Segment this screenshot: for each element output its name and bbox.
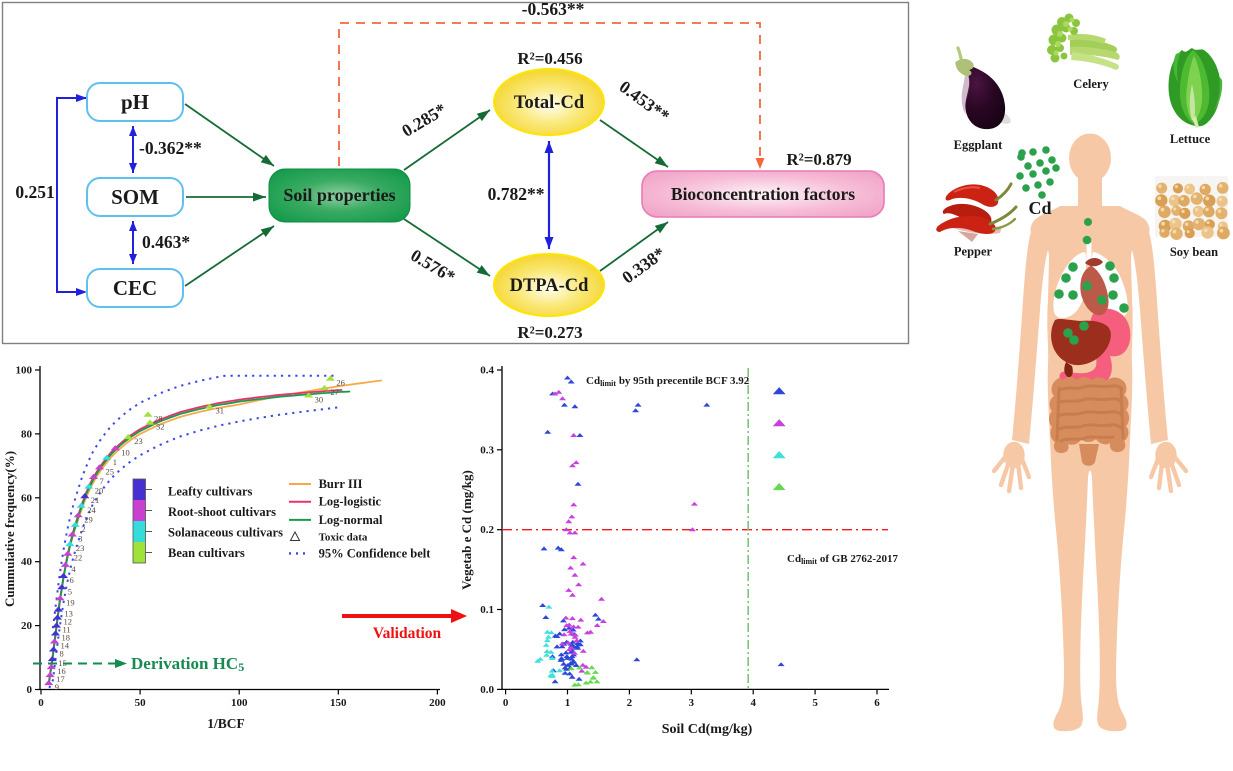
svg-text:DTPA-Cd: DTPA-Cd [510, 276, 590, 296]
svg-text:Lettuce: Lettuce [1170, 132, 1211, 146]
svg-text:200: 200 [429, 697, 446, 709]
svg-text:Log-normal: Log-normal [319, 513, 383, 527]
svg-text:CEC: CEC [113, 276, 157, 300]
svg-text:0: 0 [38, 697, 44, 709]
svg-text:Solanaceous cultivars: Solanaceous cultivars [168, 526, 283, 540]
svg-text:1: 1 [565, 697, 571, 709]
svg-text:23: 23 [134, 436, 143, 446]
svg-text:Log-logistic: Log-logistic [319, 495, 382, 509]
svg-text:0.3: 0.3 [480, 444, 494, 456]
svg-text:0.1: 0.1 [480, 604, 494, 616]
svg-text:0.251: 0.251 [15, 182, 54, 202]
svg-text:21: 21 [91, 495, 100, 505]
svg-text:Leafty cultivars: Leafty cultivars [168, 485, 252, 499]
svg-text:0.4: 0.4 [480, 365, 494, 377]
svg-text:9: 9 [55, 682, 59, 692]
svg-text:95% Confidence belt: 95% Confidence belt [319, 546, 432, 560]
svg-text:0.0: 0.0 [480, 684, 494, 696]
svg-text:20: 20 [95, 486, 104, 496]
svg-text:100: 100 [231, 697, 248, 709]
svg-text:28: 28 [154, 414, 163, 424]
svg-text:Cdlimit of GB 2762-2017: Cdlimit of GB 2762-2017 [787, 553, 899, 566]
svg-text:15: 15 [58, 658, 67, 668]
svg-text:SOM: SOM [111, 185, 159, 209]
svg-text:Soy bean: Soy bean [1170, 245, 1218, 259]
svg-text:1/BCF: 1/BCF [207, 716, 245, 731]
svg-text:32: 32 [156, 422, 165, 432]
svg-text:2: 2 [627, 697, 633, 709]
svg-text:18: 18 [62, 633, 71, 643]
svg-text:R²=0.879: R²=0.879 [786, 150, 851, 169]
svg-text:23: 23 [76, 543, 85, 553]
svg-text:-0.362**: -0.362** [139, 138, 202, 158]
svg-text:27: 27 [330, 387, 339, 397]
svg-text:40: 40 [21, 556, 33, 568]
svg-text:11: 11 [63, 625, 71, 635]
svg-text:Toxic data: Toxic data [319, 532, 368, 544]
svg-text:3: 3 [689, 697, 695, 709]
svg-text:150: 150 [330, 697, 347, 709]
svg-text:Cd: Cd [1028, 198, 1051, 218]
svg-text:12: 12 [64, 617, 73, 627]
svg-text:-0.563**: -0.563** [522, 0, 585, 19]
svg-text:4: 4 [71, 564, 76, 574]
svg-text:3: 3 [78, 534, 82, 544]
svg-text:4: 4 [750, 697, 756, 709]
svg-text:100: 100 [16, 365, 33, 377]
svg-text:Cummuiative frequency(%): Cummuiative frequency(%) [2, 451, 17, 607]
svg-text:Cdlimit by 95th precentile BCF: Cdlimit by 95th precentile BCF 3.92 [586, 375, 750, 388]
svg-text:pH: pH [121, 90, 149, 114]
svg-text:5: 5 [68, 586, 72, 596]
svg-text:Eggplant: Eggplant [954, 138, 1003, 152]
svg-text:0: 0 [503, 697, 509, 709]
svg-text:60: 60 [21, 492, 33, 504]
svg-text:0: 0 [27, 684, 33, 696]
svg-text:50: 50 [135, 697, 147, 709]
svg-text:29: 29 [84, 514, 93, 524]
svg-text:Bean cultivars: Bean cultivars [168, 546, 245, 560]
svg-text:Pepper: Pepper [954, 245, 993, 259]
svg-text:6: 6 [70, 575, 74, 585]
svg-text:19: 19 [66, 597, 75, 607]
svg-text:0.782**: 0.782** [488, 184, 545, 204]
svg-text:26: 26 [336, 378, 345, 388]
svg-text:Vegetab e Cd (mg/kg): Vegetab e Cd (mg/kg) [459, 470, 474, 590]
svg-text:8: 8 [60, 649, 64, 659]
svg-text:25: 25 [106, 466, 115, 476]
svg-text:Burr III: Burr III [319, 477, 363, 491]
svg-text:Root-shoot cultivars: Root-shoot cultivars [168, 505, 276, 519]
svg-text:R²=0.273: R²=0.273 [517, 323, 582, 342]
svg-text:2: 2 [81, 524, 85, 534]
svg-text:Soil properties: Soil properties [283, 185, 395, 205]
svg-text:20: 20 [21, 620, 33, 632]
svg-text:17: 17 [56, 674, 65, 684]
svg-text:24: 24 [87, 505, 96, 515]
svg-text:0.2: 0.2 [480, 524, 494, 536]
svg-text:22: 22 [74, 553, 83, 563]
svg-text:R²=0.456: R²=0.456 [517, 49, 582, 68]
svg-text:1: 1 [113, 457, 117, 467]
svg-text:80: 80 [21, 428, 33, 440]
svg-text:Bioconcentration factors: Bioconcentration factors [671, 184, 855, 204]
svg-text:7: 7 [100, 476, 104, 486]
svg-text:Celery: Celery [1073, 77, 1109, 91]
svg-text:31: 31 [216, 406, 225, 416]
svg-text:30: 30 [315, 395, 324, 405]
svg-text:Validation: Validation [373, 625, 442, 642]
svg-text:0.463*: 0.463* [142, 232, 190, 252]
svg-text:Soil Cd(mg/kg): Soil Cd(mg/kg) [662, 722, 753, 737]
svg-text:Total-Cd: Total-Cd [514, 93, 585, 113]
svg-text:Derivation HC5: Derivation HC5 [131, 654, 244, 674]
svg-text:13: 13 [64, 609, 73, 619]
svg-text:6: 6 [874, 697, 880, 709]
svg-text:5: 5 [812, 697, 818, 709]
svg-text:16: 16 [57, 666, 66, 676]
svg-text:14: 14 [61, 641, 70, 651]
svg-text:10: 10 [121, 447, 130, 457]
